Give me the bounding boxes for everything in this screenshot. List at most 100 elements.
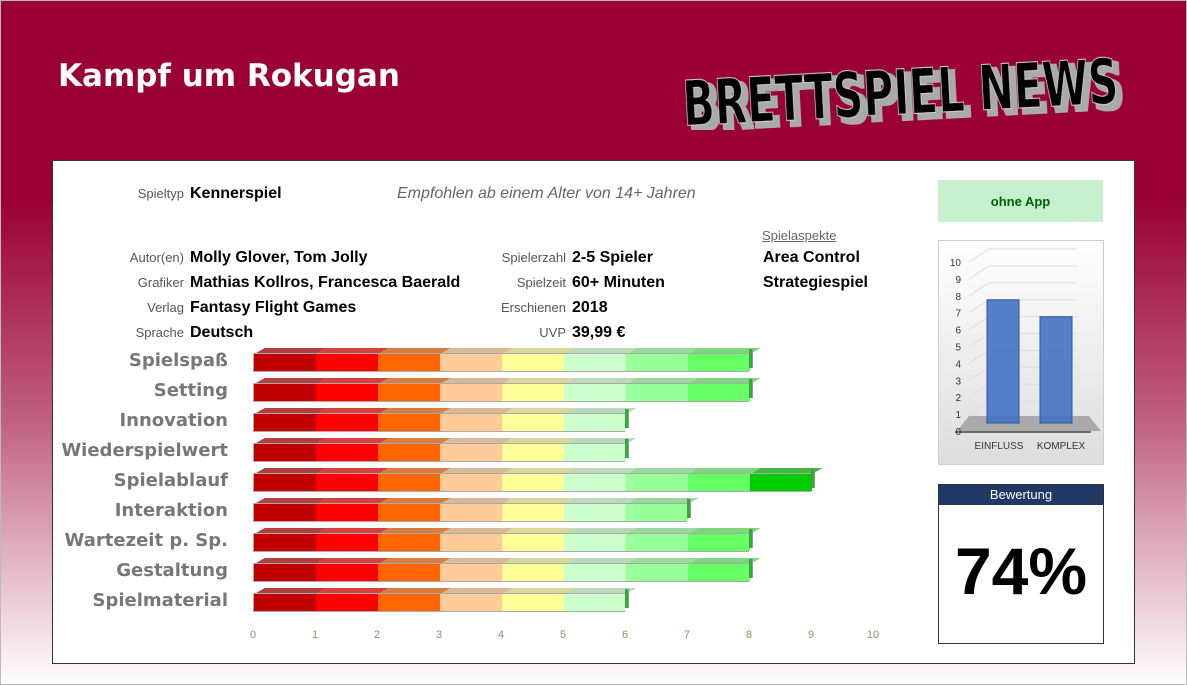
x-tick-label: 10 bbox=[866, 629, 880, 641]
y-tick-label: 8 bbox=[955, 292, 961, 303]
info-value: 2-5 Spieler bbox=[572, 249, 653, 266]
bar-segment bbox=[688, 474, 750, 491]
bar-segment-top bbox=[256, 378, 327, 383]
bar-segment-top bbox=[504, 498, 575, 503]
bar-segment-top bbox=[318, 438, 389, 443]
info-label: Verlag bbox=[147, 300, 184, 315]
rating-box: Bewertung 74% bbox=[938, 484, 1104, 644]
category-label: KOMPLEX bbox=[1037, 441, 1086, 452]
bar-segment-top bbox=[256, 438, 327, 443]
bar-segment-top bbox=[566, 348, 637, 353]
bar-segment bbox=[688, 534, 750, 551]
bar-segment bbox=[564, 504, 626, 521]
bar-segment bbox=[750, 474, 812, 491]
bar-segment-top bbox=[256, 558, 327, 563]
logo-text: BRETTSPIEL NEWS bbox=[681, 45, 1120, 130]
rating-value: 74% bbox=[954, 534, 1088, 608]
bar-segment-top bbox=[628, 468, 699, 473]
rating-bar bbox=[253, 413, 626, 432]
bar-segment-top bbox=[318, 588, 389, 593]
bar-segment bbox=[502, 504, 564, 521]
bar-segment bbox=[440, 354, 502, 371]
x-tick-label: 2 bbox=[373, 629, 381, 641]
info-label: Grafiker bbox=[137, 275, 184, 290]
bar-segment-top bbox=[442, 498, 513, 503]
bar-segment bbox=[316, 354, 378, 371]
x-tick-label: 8 bbox=[745, 629, 753, 641]
bar-segment bbox=[440, 594, 502, 611]
category-label: Spielspaß bbox=[128, 350, 228, 371]
bar-segment bbox=[626, 504, 688, 521]
bar-segment bbox=[316, 594, 378, 611]
complexity-bar bbox=[986, 299, 1020, 424]
bar-segment-top bbox=[318, 348, 389, 353]
x-tick-label: 1 bbox=[311, 629, 319, 641]
bar-segment-top bbox=[380, 498, 451, 503]
app-badge: ohne App bbox=[938, 180, 1103, 222]
bar-segment bbox=[378, 414, 440, 431]
bar-segment bbox=[626, 354, 688, 371]
bar-segment bbox=[254, 384, 316, 401]
rating-bar bbox=[253, 443, 626, 462]
bar-segment bbox=[316, 384, 378, 401]
aspect-item: Area Control bbox=[763, 249, 860, 266]
bar-segment-top bbox=[628, 378, 699, 383]
bar-segment-top bbox=[566, 468, 637, 473]
bar-segment bbox=[378, 384, 440, 401]
info-value: 39,99 € bbox=[572, 324, 626, 341]
bar-segment bbox=[254, 504, 316, 521]
age-note: Empfohlen ab einem Alter von 14+ Jahren bbox=[397, 185, 696, 202]
bar-segment-top bbox=[380, 528, 451, 533]
bar-segment bbox=[254, 414, 316, 431]
y-tick-label: 4 bbox=[955, 359, 961, 370]
bar-segment-top bbox=[628, 528, 699, 533]
complexity-chart: 0 1 2 3 4 5 6 7 8 9 10 EINFLUSS KOMPLEX bbox=[938, 240, 1104, 465]
category-label: Gestaltung bbox=[116, 560, 228, 581]
category-label: Innovation bbox=[119, 410, 228, 431]
rating-bar bbox=[253, 563, 750, 582]
bar-segment-top bbox=[628, 348, 699, 353]
bar-segment bbox=[316, 414, 378, 431]
category-label: Wartezeit p. Sp. bbox=[64, 530, 228, 551]
bar-segment-top bbox=[318, 408, 389, 413]
category-label: Wiederspielwert bbox=[61, 440, 228, 461]
bar-segment bbox=[564, 384, 626, 401]
bar-segment-top bbox=[504, 528, 575, 533]
info-label: Autor(en) bbox=[129, 250, 184, 265]
bar-end-cap bbox=[811, 469, 815, 488]
bar-segment bbox=[378, 534, 440, 551]
rating-label: Bewertung bbox=[939, 485, 1103, 505]
bar-segment bbox=[440, 444, 502, 461]
bar-segment-top bbox=[380, 408, 451, 413]
info-value: Fantasy Flight Games bbox=[190, 299, 357, 316]
rating-bar bbox=[253, 353, 750, 372]
x-tick-label: 0 bbox=[249, 629, 257, 641]
rating-bar bbox=[253, 473, 812, 492]
info-value: 60+ Minuten bbox=[572, 274, 665, 291]
bar-end-cap bbox=[625, 409, 629, 428]
bar-segment bbox=[502, 594, 564, 611]
y-tick-label: 10 bbox=[950, 258, 962, 269]
info-value: 2018 bbox=[572, 299, 608, 316]
bar-segment-top bbox=[256, 348, 327, 353]
bar-segment-top bbox=[504, 408, 575, 413]
bar-segment-top bbox=[318, 498, 389, 503]
bar-segment bbox=[502, 384, 564, 401]
x-tick-label: 5 bbox=[559, 629, 567, 641]
info-label: UVP bbox=[539, 325, 566, 340]
bar-segment-top bbox=[380, 558, 451, 563]
aspect-item: Strategiespiel bbox=[763, 274, 868, 291]
gridline bbox=[968, 282, 1077, 297]
category-label: Setting bbox=[153, 380, 228, 401]
bar-segment-top bbox=[442, 468, 513, 473]
bar-segment bbox=[440, 564, 502, 581]
bar-end-cap bbox=[625, 589, 629, 608]
bar-segment bbox=[502, 444, 564, 461]
bar-segment-top bbox=[442, 588, 513, 593]
bar-segment-top bbox=[380, 588, 451, 593]
bar-segment-top bbox=[504, 468, 575, 473]
rating-bar bbox=[253, 383, 750, 402]
bar-segment-top bbox=[318, 558, 389, 563]
bar-segment-top bbox=[442, 558, 513, 563]
bar-segment-top bbox=[318, 378, 389, 383]
